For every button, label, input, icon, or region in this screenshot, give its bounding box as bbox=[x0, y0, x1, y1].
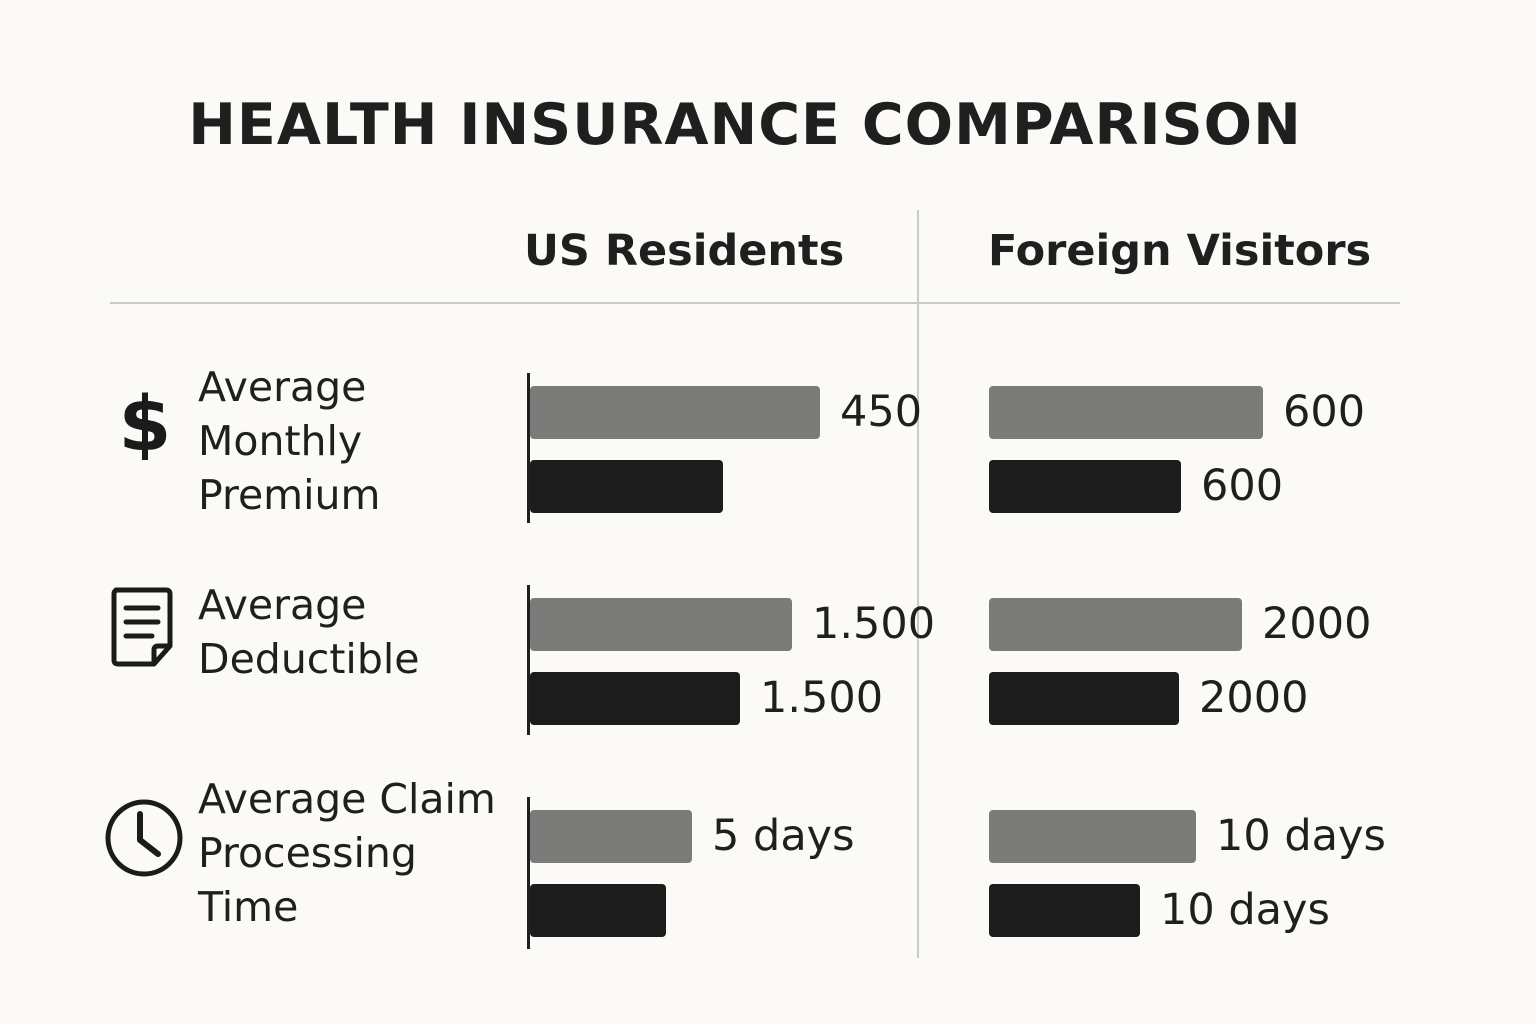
column-divider bbox=[917, 210, 919, 958]
value-label-premium-foreign-gray: 600 bbox=[1283, 387, 1366, 437]
bar-claim-time-us-residents-gray bbox=[530, 810, 692, 863]
bar-premium-us-residents-dark bbox=[530, 460, 723, 513]
value-label-claim-time-foreign-gray: 10 days bbox=[1216, 811, 1386, 861]
bar-deductible-us-residents-gray bbox=[530, 598, 792, 651]
metric-label-premium: Average Monthly Premium bbox=[198, 363, 381, 519]
metric-label-deductible: Average Deductible bbox=[198, 581, 420, 683]
us-axis-premium bbox=[527, 373, 530, 523]
us-axis-claim-time bbox=[527, 797, 530, 949]
clock-icon bbox=[105, 799, 183, 877]
bar-claim-time-foreign-visitors-dark bbox=[989, 884, 1140, 937]
us-axis-deductible bbox=[527, 585, 530, 735]
value-label-claim-time-foreign-dark: 10 days bbox=[1160, 885, 1330, 935]
svg-text:$: $ bbox=[119, 379, 172, 460]
value-label-premium-us-gray: 450 bbox=[840, 387, 923, 437]
value-label-deductible-foreign-dark: 2000 bbox=[1199, 673, 1309, 723]
metric-label-claim-time: Average Claim Processing Time bbox=[198, 775, 496, 931]
header-divider bbox=[110, 302, 1400, 304]
value-label-premium-foreign-dark: 600 bbox=[1201, 461, 1284, 511]
column-header-foreign-visitors: Foreign Visitors bbox=[988, 226, 1372, 276]
bar-deductible-us-residents-dark bbox=[530, 672, 740, 725]
value-label-deductible-foreign-gray: 2000 bbox=[1262, 599, 1372, 649]
value-label-deductible-us-dark: 1.500 bbox=[760, 673, 884, 723]
document-icon bbox=[111, 587, 173, 667]
dollar-icon: $ bbox=[119, 379, 172, 460]
bar-claim-time-us-residents-dark bbox=[530, 884, 666, 937]
bar-claim-time-foreign-visitors-gray bbox=[989, 810, 1196, 863]
chart-title: HEALTH INSURANCE COMPARISON bbox=[188, 92, 1302, 158]
bar-premium-foreign-visitors-gray bbox=[989, 386, 1263, 439]
bar-premium-us-residents-gray bbox=[530, 386, 820, 439]
value-label-claim-time-us-gray: 5 days bbox=[712, 811, 855, 861]
bar-premium-foreign-visitors-dark bbox=[989, 460, 1181, 513]
column-header-us-residents: US Residents bbox=[524, 226, 845, 276]
bar-deductible-foreign-visitors-gray bbox=[989, 598, 1242, 651]
value-label-deductible-us-gray: 1.500 bbox=[812, 599, 936, 649]
bar-deductible-foreign-visitors-dark bbox=[989, 672, 1179, 725]
